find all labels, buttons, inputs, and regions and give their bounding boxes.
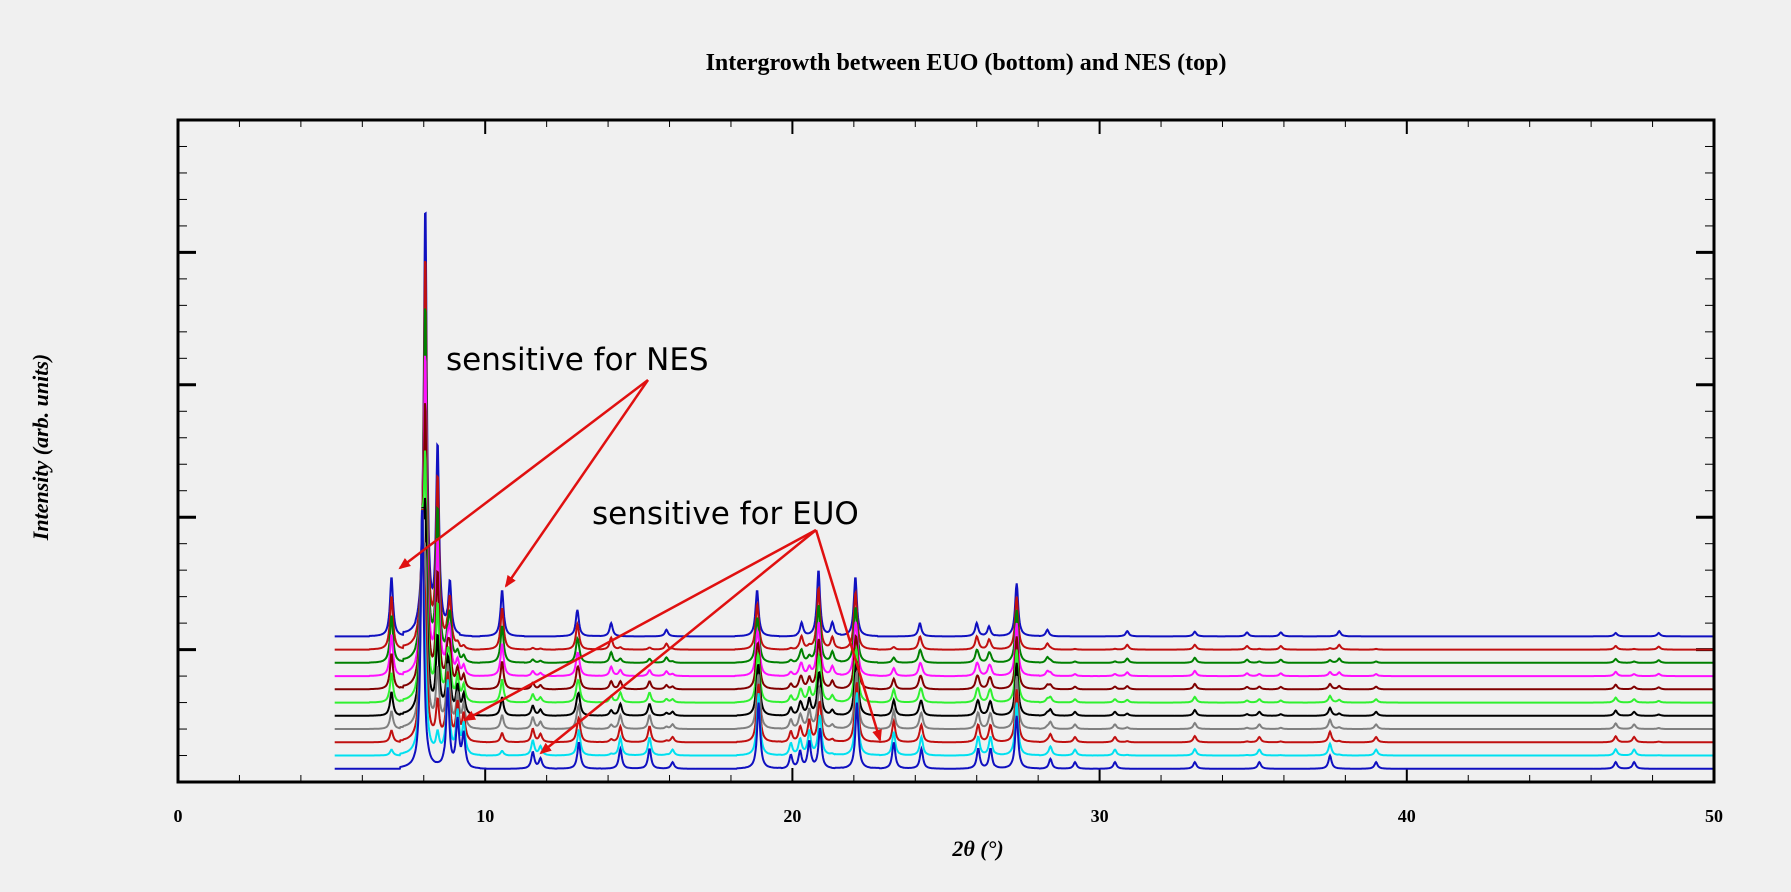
series-line-5: [334, 450, 1714, 704]
x-tick-label: 20: [783, 806, 801, 826]
x-tick-label: 0: [174, 806, 183, 826]
series-group: [334, 211, 1714, 770]
series-line-7: [334, 355, 1714, 678]
series-line-10: [334, 211, 1714, 638]
annotation-nes: sensitive for NES: [446, 342, 709, 378]
arrow-euo-2: [539, 529, 817, 755]
series-line-2: [334, 509, 1714, 744]
series-line-9: [334, 260, 1714, 651]
chart-title: Intergrowth between EUO (bottom) and NES…: [706, 50, 1227, 76]
series-line-3: [334, 508, 1714, 730]
series-line-1: [334, 509, 1714, 757]
x-tick-label: 10: [476, 806, 494, 826]
x-tick-label: 50: [1705, 806, 1723, 826]
arrow-nes-1: [398, 379, 649, 570]
x-axis-label: 2θ (°): [951, 836, 1003, 861]
plot-frame: [176, 118, 1716, 784]
annotations: sensitive for NES sensitive for EUO: [398, 342, 882, 755]
arrow-euo-3: [814, 529, 882, 742]
arrow-euo-1: [463, 528, 817, 722]
series-line-6: [334, 403, 1714, 691]
arrow-nes-2: [504, 379, 650, 588]
ticks: [177, 118, 1715, 784]
x-tick-label: 30: [1091, 806, 1109, 826]
x-tick-label: 40: [1398, 806, 1416, 826]
series-line-0: [334, 510, 1714, 770]
y-axis-label: Intensity (arb. units): [28, 354, 53, 541]
annotation-euo: sensitive for EUO: [592, 496, 859, 532]
series-line-8: [334, 308, 1714, 664]
series-line-4: [334, 497, 1714, 717]
x-tick-labels: 0 10 20 30 40 50: [174, 806, 1724, 826]
